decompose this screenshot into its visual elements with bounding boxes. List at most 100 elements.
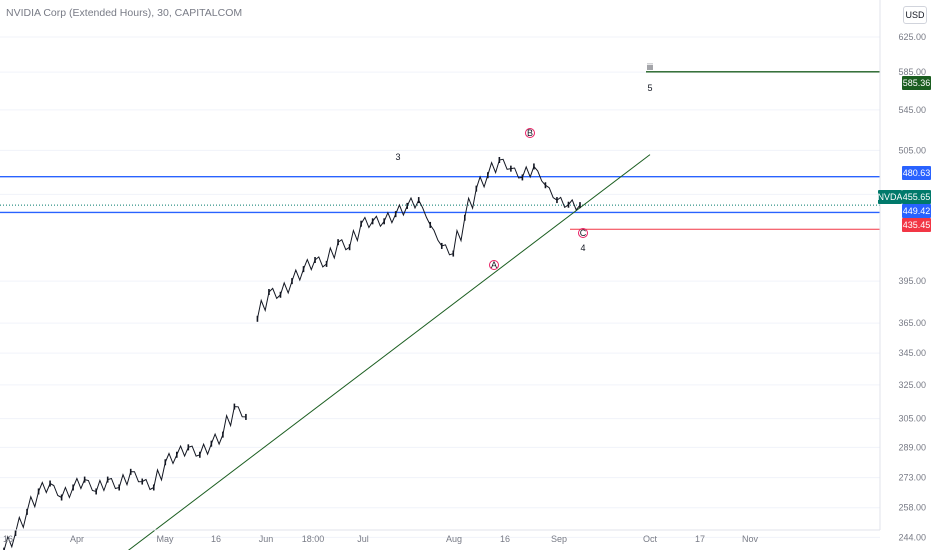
candle xyxy=(129,468,132,475)
candle xyxy=(95,488,97,495)
y-tick-label: 625.00 xyxy=(898,32,926,42)
price-labels: 585.36 480.63 NVDA 455.65 449.42 435.45 xyxy=(877,76,931,232)
time-axis: 16 Apr May 16 Jun 18:00 Jul Aug 16 Sep Oct 17 Nov xyxy=(0,529,880,544)
x-tick-label: Oct xyxy=(643,534,658,544)
y-tick-label: 244.00 xyxy=(898,532,926,542)
wave-label: B xyxy=(527,128,533,138)
x-tick-label: May xyxy=(156,534,174,544)
candle xyxy=(556,197,558,204)
price-series xyxy=(3,156,581,550)
candle xyxy=(417,197,420,204)
candle xyxy=(72,484,74,491)
trendline[interactable] xyxy=(104,154,651,550)
candle xyxy=(567,201,570,208)
candle xyxy=(464,214,466,221)
y-tick-label: 505.00 xyxy=(898,145,926,155)
price-badge xyxy=(902,204,931,218)
price-badge xyxy=(902,218,931,232)
y-tick-label: 289.00 xyxy=(898,442,926,452)
x-tick-label: 16 xyxy=(3,534,13,544)
price-axis: 625.00585.00545.00505.00465.00395.00365.… xyxy=(879,0,926,542)
wave-circle-c xyxy=(578,228,588,238)
wave-label: 3 xyxy=(395,152,400,162)
candle xyxy=(199,451,201,458)
wave-circle-a xyxy=(489,260,499,270)
y-tick-label: 258.00 xyxy=(898,503,926,513)
candle xyxy=(440,242,443,249)
candle xyxy=(314,256,316,263)
candle xyxy=(83,476,86,483)
candle xyxy=(521,174,524,181)
candle xyxy=(452,250,455,257)
candle xyxy=(268,289,270,296)
ticker-badge xyxy=(878,190,902,204)
ticker-label: NVDA xyxy=(877,192,902,202)
wave-label: A xyxy=(491,260,497,270)
candle xyxy=(325,260,328,267)
candle xyxy=(291,278,293,285)
candle xyxy=(429,221,432,228)
wave-circle-b xyxy=(525,128,535,138)
x-tick-label: Nov xyxy=(742,534,759,544)
candle xyxy=(579,202,581,209)
candle xyxy=(348,244,351,251)
candle xyxy=(487,172,489,179)
y-tick-label: 545.00 xyxy=(898,105,926,115)
candle xyxy=(187,444,190,451)
price-badge xyxy=(902,166,931,180)
price-badge-value: 585.36 xyxy=(903,78,931,88)
horizontal-levels xyxy=(0,71,880,230)
candle xyxy=(406,202,408,209)
candle xyxy=(544,182,547,189)
y-tick-label: 345.00 xyxy=(898,348,926,358)
candle xyxy=(371,218,374,225)
currency-button[interactable]: USD xyxy=(903,6,927,24)
candle xyxy=(233,403,236,410)
wave-label: C xyxy=(580,228,587,238)
x-tick-label: Jul xyxy=(357,534,369,544)
candle xyxy=(510,165,512,172)
candle xyxy=(337,239,339,246)
price-line-segment-1 xyxy=(3,406,246,550)
candle xyxy=(475,185,478,192)
price-badge xyxy=(902,76,931,90)
x-tick-label: Sep xyxy=(551,534,567,544)
candle xyxy=(60,494,63,501)
price-line-segment-2 xyxy=(256,158,581,319)
candle xyxy=(14,530,17,537)
price-badge-value: 435.45 xyxy=(903,220,931,230)
candle xyxy=(106,476,109,483)
wave-label: 5 xyxy=(647,83,652,93)
candle xyxy=(141,478,144,485)
x-tick-label: 18:00 xyxy=(302,534,325,544)
price-badge-value: 455.65 xyxy=(903,192,931,202)
wave-label: 4 xyxy=(580,243,585,253)
candle xyxy=(302,266,305,273)
candle xyxy=(3,547,5,550)
wave-labels: 3 A B C 4 iii 5 xyxy=(395,62,653,270)
price-badge-value: 449.42 xyxy=(903,206,931,216)
y-tick-label: 365.00 xyxy=(898,318,926,328)
x-tick-label: 16 xyxy=(500,534,510,544)
candle xyxy=(222,431,224,438)
x-tick-label: Aug xyxy=(446,534,462,544)
candle xyxy=(360,220,362,227)
candle xyxy=(498,156,501,163)
candle xyxy=(279,291,282,298)
y-tick-label: 585.00 xyxy=(898,67,926,77)
candle xyxy=(118,484,120,491)
candle xyxy=(383,218,385,225)
price-badge-value: 480.63 xyxy=(903,168,931,178)
x-tick-label: 17 xyxy=(695,534,705,544)
candle xyxy=(26,508,28,515)
y-tick-label: 305.00 xyxy=(898,414,926,424)
candle xyxy=(245,413,247,420)
candle xyxy=(164,459,167,466)
candle xyxy=(152,484,155,491)
x-tick-label: 16 xyxy=(211,534,221,544)
y-tick-label: 273.00 xyxy=(898,473,926,483)
candle xyxy=(37,488,40,495)
wave-label: iii xyxy=(647,62,653,72)
y-tick-label: 325.00 xyxy=(898,380,926,390)
